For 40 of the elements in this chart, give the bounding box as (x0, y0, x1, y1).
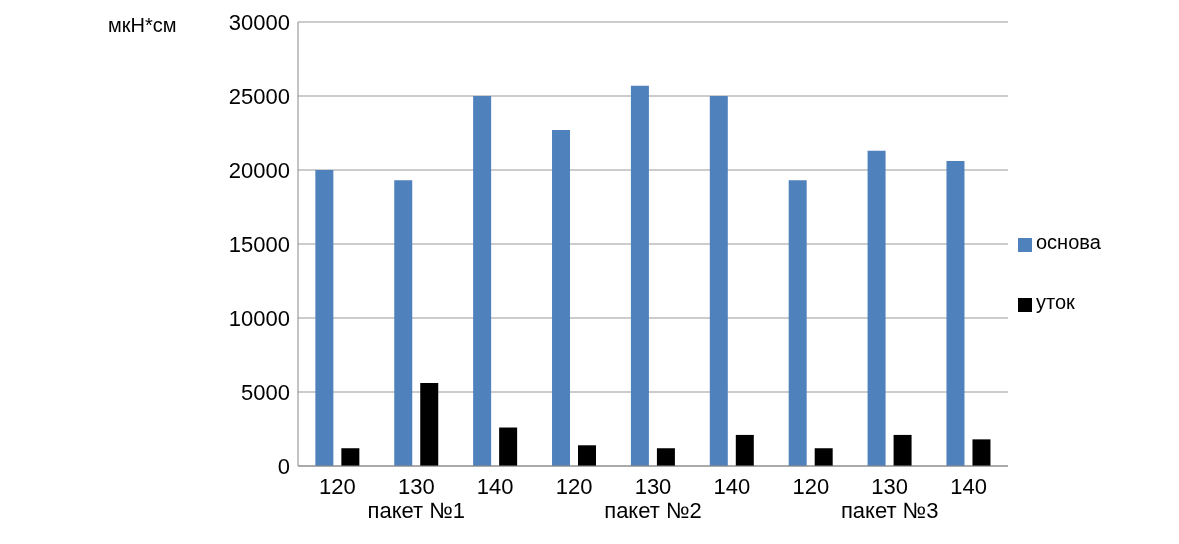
x-tick-label: 140 (950, 474, 987, 499)
x-tick-label: 140 (476, 474, 514, 499)
x-tick-label: 120 (555, 474, 593, 499)
bar (341, 448, 360, 466)
text: пакет №3 (840, 498, 939, 523)
y-tick-label: 20000 (228, 157, 290, 183)
x-tick-label: 140 (713, 474, 751, 499)
bar (578, 445, 597, 466)
bar (709, 96, 728, 466)
y-tick-label: 25000 (228, 83, 290, 109)
bar (814, 448, 833, 466)
bar (630, 85, 649, 466)
text: пакет №2 (604, 498, 702, 523)
y-tick-label: 10000 (228, 305, 290, 331)
bar (394, 180, 413, 466)
bar (552, 130, 571, 466)
y-tick-label: 5000 (241, 379, 290, 405)
bar (735, 434, 754, 466)
bar (946, 161, 965, 466)
bar (972, 439, 991, 466)
text: пакет №1 (367, 498, 466, 523)
x-tick-label: 130 (397, 474, 435, 499)
x-tick-label: 130 (871, 474, 909, 499)
x-tick-label: 130 (634, 474, 672, 499)
bar (893, 434, 912, 466)
bar (420, 383, 439, 466)
legend-label: уток (1036, 291, 1075, 313)
y-tick-label: 30000 (228, 9, 290, 35)
bar (473, 96, 492, 466)
x-tick-label: 120 (792, 474, 830, 499)
legend-label: основа (1036, 231, 1101, 253)
x-tick-label: 120 (319, 474, 356, 499)
y-tick-label: 15000 (228, 231, 290, 257)
bar (867, 150, 886, 466)
bar (788, 180, 807, 466)
bar (656, 448, 675, 466)
y-tick-label: 0 (277, 453, 290, 479)
bar (315, 170, 334, 466)
y-axis-title: мкН*см (108, 14, 177, 37)
bar (499, 427, 518, 466)
